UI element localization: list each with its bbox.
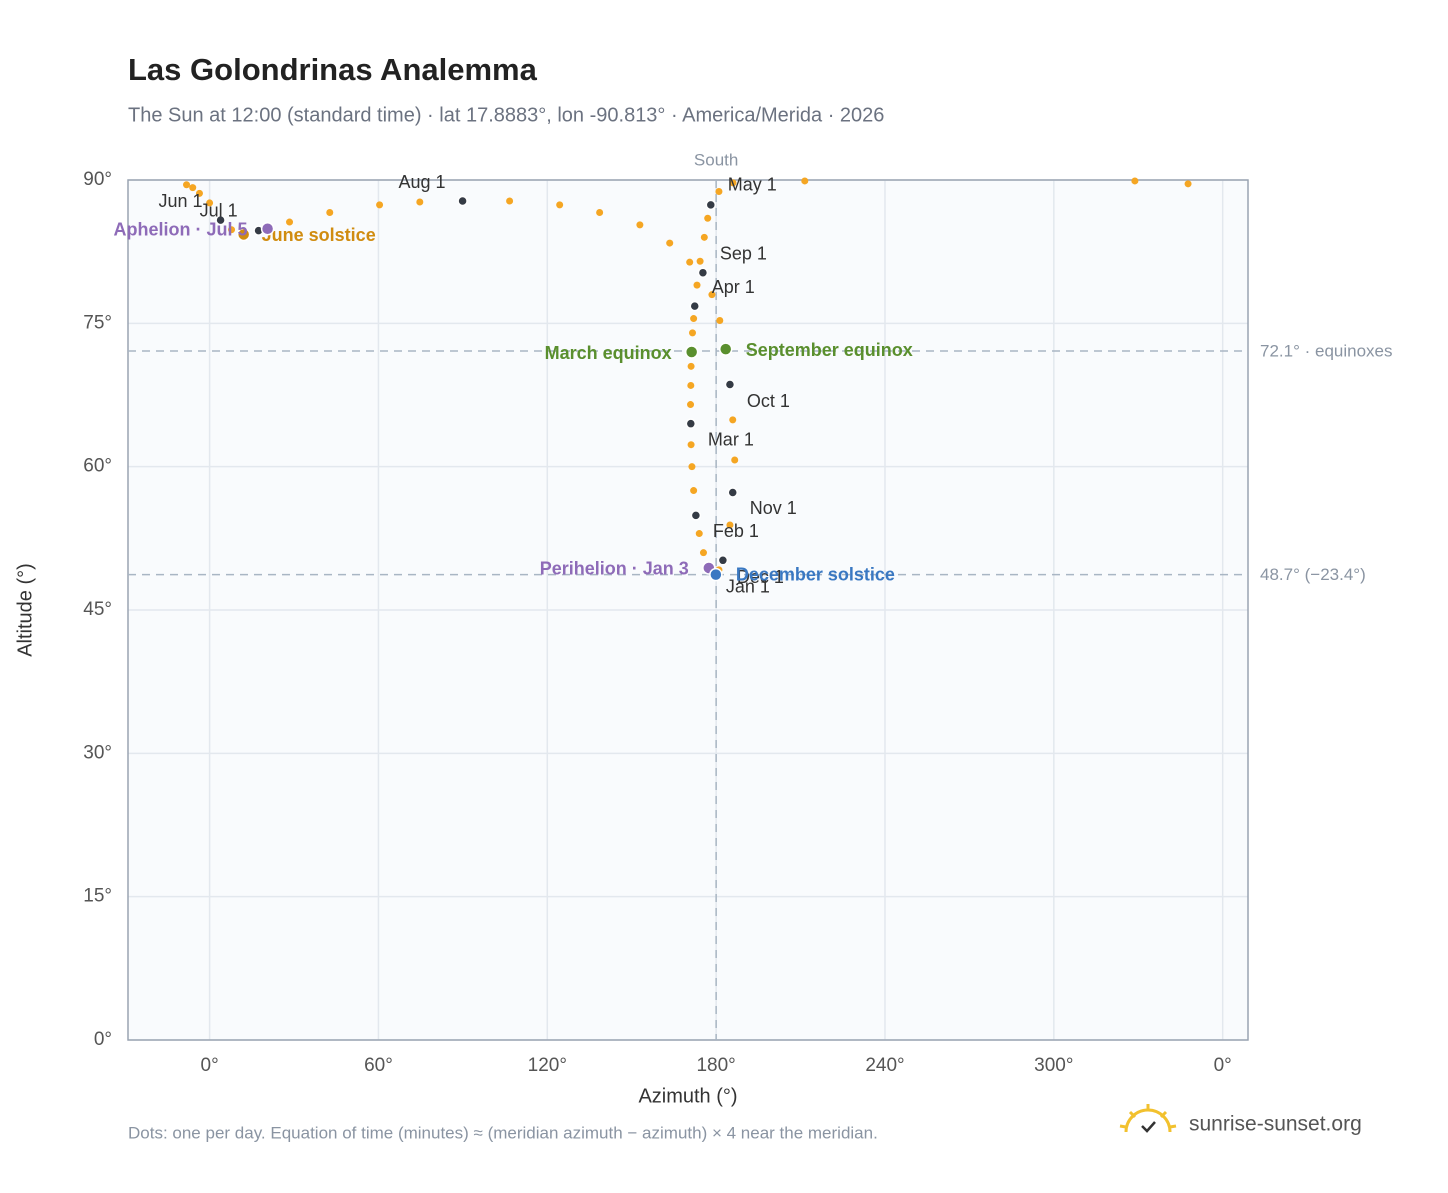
day-dot (189, 184, 197, 192)
day-dot (696, 257, 704, 265)
day-dot (416, 198, 424, 206)
day-dot (376, 201, 384, 209)
event-marker (684, 345, 699, 359)
month-label: Sep 1 (720, 243, 767, 263)
day-dot (1131, 177, 1139, 185)
day-dot (195, 189, 203, 197)
event-label: June solstice (262, 225, 376, 245)
event-label: December solstice (736, 564, 895, 584)
month-label: Dec 1 (737, 567, 784, 587)
day-dot (715, 187, 723, 195)
day-dot (729, 416, 737, 424)
reference-label: 48.7° (−23.4°) (1260, 565, 1366, 584)
day-dot (700, 233, 708, 241)
brand: sunrise-sunset.org (1189, 1113, 1362, 1136)
event-marker (709, 567, 723, 582)
chart-subtitle: The Sun at 12:00 (standard time) · lat 1… (128, 104, 884, 126)
month-marker (689, 300, 701, 312)
y-tick-label: 90° (83, 169, 112, 190)
day-dot (286, 218, 294, 226)
day-dot (687, 441, 695, 449)
month-label: Jan 1 (726, 576, 770, 596)
event-marker (260, 221, 275, 236)
month-marker (690, 510, 702, 521)
x-tick-label: 180° (696, 1055, 735, 1076)
day-dot (687, 362, 695, 370)
y-tick-label: 60° (83, 456, 112, 477)
day-dot (689, 329, 697, 337)
day-dot (726, 521, 734, 529)
month-marker (697, 267, 709, 278)
month-label: Feb 1 (713, 521, 759, 541)
day-dot (206, 199, 214, 207)
month-marker (457, 195, 468, 207)
y-tick-label: 0° (94, 1029, 112, 1050)
x-tick-label: 240° (865, 1055, 904, 1076)
day-dot (695, 530, 703, 538)
month-label: Mar 1 (708, 429, 754, 449)
day-dot (686, 258, 694, 266)
x-tick-label: 0° (201, 1055, 219, 1076)
y-tick-label: 75° (83, 312, 112, 333)
plot-frame (127, 179, 1249, 1041)
month-label: Apr 1 (712, 277, 755, 297)
day-dot (556, 201, 564, 209)
month-label: Jul 1 (200, 200, 238, 220)
day-dot (729, 179, 737, 187)
day-dot (228, 226, 236, 234)
event-label: Perihelion · Jan 3 (540, 559, 689, 579)
day-dot (690, 487, 698, 495)
day-dot (801, 177, 809, 185)
day-dot (704, 214, 712, 222)
x-axis-label: Azimuth (°) (638, 1085, 737, 1107)
y-tick-label: 15° (83, 886, 112, 907)
day-dot (687, 381, 695, 389)
month-label: Aug 1 (399, 172, 446, 192)
logo (1119, 1104, 1177, 1133)
day-dot (708, 291, 716, 299)
event-marker (236, 227, 251, 242)
day-dot (596, 208, 604, 216)
x-tick-label: 120° (528, 1055, 567, 1076)
x-tick-label: 0° (1214, 1055, 1232, 1076)
y-axis-label: Altitude (°) (14, 563, 36, 657)
event-marker (718, 342, 733, 356)
day-dot (687, 401, 695, 409)
chart-title: Las Golondrinas Analemma (128, 52, 538, 87)
y-tick-label: 30° (83, 742, 112, 763)
day-dot (326, 208, 334, 216)
month-marker (685, 418, 697, 429)
day-dot (693, 281, 701, 289)
reference-label: South (694, 150, 738, 169)
month-label: Jun 1 (159, 191, 203, 211)
event-label: September equinox (746, 340, 913, 360)
event-label: March equinox (545, 343, 672, 363)
event-label: Aphelion · Jul 5 (114, 219, 248, 239)
reference-label: 72.1° · equinoxes (1260, 342, 1393, 361)
x-tick-label: 60° (364, 1055, 393, 1076)
day-dot (636, 221, 644, 229)
day-dot (506, 197, 514, 205)
month-marker (215, 214, 226, 226)
x-tick-label: 300° (1034, 1055, 1073, 1076)
day-dot (731, 456, 739, 464)
day-dot (690, 315, 698, 323)
month-label: Oct 1 (747, 391, 790, 411)
month-label: Nov 1 (750, 498, 797, 518)
day-dot (183, 181, 191, 189)
day-dot (699, 549, 707, 557)
day-dot (1184, 180, 1192, 188)
month-marker (717, 555, 729, 566)
y-tick-label: 45° (83, 599, 112, 620)
day-dot (666, 239, 674, 247)
month-marker (724, 379, 736, 390)
month-marker (705, 199, 717, 211)
day-dot (688, 463, 696, 471)
day-dot (716, 316, 724, 324)
month-marker (727, 487, 738, 498)
footnote: Dots: one per day. Equation of time (min… (128, 1123, 878, 1142)
month-label: May 1 (728, 175, 777, 195)
